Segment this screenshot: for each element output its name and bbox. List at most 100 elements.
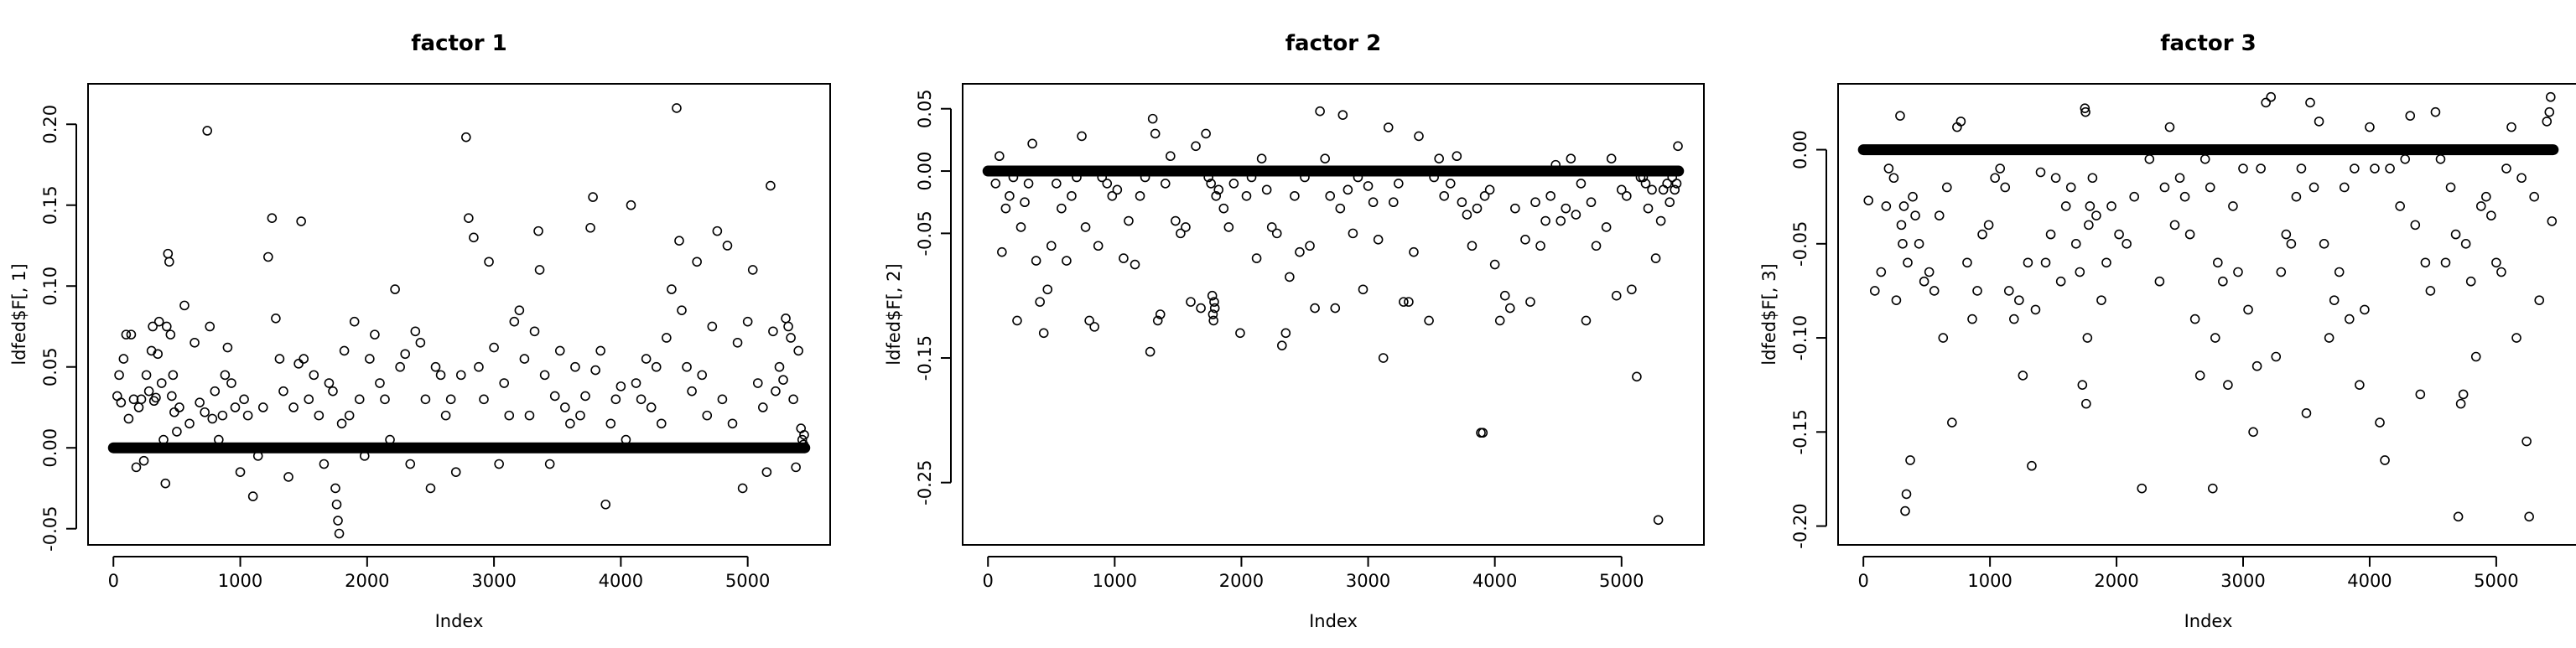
- data-point: [786, 333, 796, 343]
- data-point: [1280, 328, 1291, 339]
- y-axis-label: ldfed$F[, 2]: [884, 263, 904, 365]
- data-point: [2060, 201, 2071, 211]
- data-point: [1042, 284, 1053, 295]
- y-tick-label: 0.00: [40, 428, 60, 468]
- data-point: [2475, 201, 2486, 211]
- data-point: [1653, 515, 1664, 526]
- data-point: [174, 402, 184, 412]
- y-tick-label: -0.15: [915, 335, 935, 381]
- data-point: [464, 213, 474, 223]
- data-point: [1119, 253, 1129, 263]
- data-point: [1627, 284, 1637, 295]
- data-point: [2491, 257, 2501, 268]
- data-point: [2350, 163, 2360, 174]
- data-point: [309, 370, 319, 381]
- x-tick-label: 2000: [2094, 571, 2138, 591]
- data-point: [742, 316, 753, 327]
- data-point: [1348, 228, 1358, 239]
- data-point: [2023, 257, 2033, 268]
- data-point: [2360, 304, 2370, 315]
- x-axis: 0 1000 2000 3000 4000 5000: [1858, 556, 2519, 591]
- data-point: [1903, 257, 1913, 268]
- data-point: [161, 321, 172, 332]
- data-point: [2218, 276, 2228, 287]
- data-point: [252, 451, 263, 461]
- data-point: [331, 499, 342, 510]
- data-point: [2375, 417, 2385, 428]
- data-point: [385, 434, 395, 445]
- data-point: [605, 418, 616, 429]
- data-point: [1335, 203, 1346, 214]
- data-point: [1261, 184, 1272, 195]
- data-point: [1439, 190, 1450, 201]
- data-point: [2395, 201, 2405, 211]
- data-point: [230, 402, 241, 412]
- data-point: [1223, 222, 1234, 232]
- data-point: [2534, 295, 2545, 305]
- data-point: [370, 329, 380, 340]
- chart-panel-2: factor 2 Index ldfed$F[, 2] 0 1000 2000 3000 40…: [884, 31, 1705, 631]
- data-point: [2194, 371, 2205, 381]
- data-point: [1404, 297, 1414, 307]
- data-point: [2420, 257, 2431, 268]
- data-point: [1967, 314, 1977, 324]
- data-point: [1000, 203, 1011, 214]
- data-point: [2081, 398, 2091, 409]
- data-point: [774, 361, 785, 372]
- data-point: [2481, 191, 2491, 202]
- data-point: [1611, 290, 1622, 301]
- y-tick-label: 0.05: [40, 347, 60, 386]
- data-point: [2055, 276, 2066, 287]
- data-point: [2045, 229, 2056, 240]
- plot-frame: [87, 83, 831, 546]
- data-point: [549, 391, 560, 402]
- data-point: [210, 386, 221, 397]
- data-point: [2035, 167, 2046, 178]
- data-point: [1023, 179, 1034, 189]
- data-point: [1990, 173, 2000, 184]
- x-axis-label: Index: [1309, 611, 1358, 631]
- data-point: [626, 200, 636, 210]
- data-point: [1905, 455, 1915, 465]
- y-tick-label: -0.10: [1790, 315, 1810, 360]
- data-point: [798, 439, 809, 450]
- data-point: [1586, 197, 1597, 208]
- data-point: [565, 418, 575, 429]
- data-point: [1489, 259, 1500, 270]
- data-point: [682, 361, 692, 372]
- y-axis-label: ldfed$F[, 3]: [1759, 263, 1779, 365]
- data-point: [1305, 241, 1315, 251]
- x-axis: 0 1000 2000 3000 4000 5000: [108, 556, 770, 591]
- data-point: [1145, 346, 1156, 357]
- data-point: [1038, 328, 1049, 339]
- data-point: [1561, 203, 1571, 214]
- data-point: [2370, 163, 2380, 174]
- data-point: [1919, 276, 1929, 287]
- data-point: [1015, 222, 1026, 232]
- data-point: [267, 213, 278, 223]
- data-point: [324, 378, 335, 388]
- data-point: [1983, 220, 1994, 231]
- data-point: [1910, 210, 1920, 220]
- data-point: [737, 483, 748, 494]
- data-point: [1107, 190, 1118, 201]
- data-point: [722, 241, 733, 251]
- data-point: [395, 361, 405, 372]
- data-point: [1494, 315, 1505, 326]
- data-point: [2542, 117, 2553, 127]
- data-point: [1900, 505, 1910, 516]
- data-point: [1203, 172, 1213, 183]
- data-point: [2334, 267, 2345, 277]
- data-point: [1576, 179, 1587, 189]
- data-point: [631, 378, 641, 388]
- data-point: [2314, 117, 2324, 127]
- data-point: [585, 222, 595, 233]
- data-point: [1256, 153, 1267, 163]
- data-point: [400, 349, 411, 360]
- data-point: [1947, 417, 1957, 428]
- data-point: [2144, 153, 2155, 164]
- data-point: [1315, 106, 1325, 117]
- data-point: [2281, 229, 2292, 240]
- data-point: [330, 483, 340, 494]
- data-point: [2027, 460, 2037, 471]
